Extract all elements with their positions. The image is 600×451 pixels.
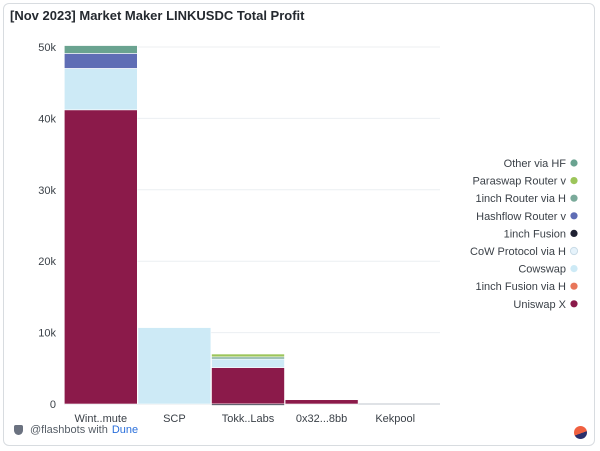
legend-swatch	[570, 300, 578, 308]
dune-logo-icon	[574, 426, 587, 439]
chart-title: [Nov 2023] Market Maker LINKUSDC Total P…	[10, 8, 305, 23]
y-tick-label: 50k	[38, 42, 56, 54]
bar-segment[interactable]	[64, 45, 138, 54]
bar-segment[interactable]	[211, 356, 285, 360]
y-tick-label: 20k	[38, 256, 56, 268]
legend-swatch	[570, 282, 578, 290]
bar-segment[interactable]	[211, 367, 285, 405]
flashbots-shield-icon	[14, 425, 23, 435]
legend-label[interactable]: CoW Protocol via H	[470, 246, 566, 258]
legend-swatch	[570, 212, 578, 220]
legend-swatch	[570, 159, 578, 167]
x-tick-label: Tokk..Labs	[222, 413, 275, 425]
legend-swatch	[570, 265, 578, 273]
y-tick-label: 30k	[38, 185, 56, 197]
bar-segment[interactable]	[64, 109, 138, 405]
legend-label[interactable]: 1inch Fusion via H	[476, 281, 567, 293]
legend-label[interactable]: 1inch Fusion	[504, 228, 566, 240]
x-tick-label: SCP	[163, 413, 186, 425]
legend-label[interactable]: Paraswap Router v	[472, 176, 566, 188]
legend-swatch	[570, 194, 578, 202]
legend-swatch	[569, 246, 579, 256]
legend-swatch	[570, 229, 578, 237]
legend-label[interactable]: 1inch Router via H	[476, 193, 567, 205]
legend-label[interactable]: Hashflow Router v	[476, 211, 566, 223]
x-tick-label: Wint..mute	[75, 413, 128, 425]
legend-label[interactable]: Other via HF	[504, 158, 567, 170]
y-tick-label: 40k	[38, 113, 56, 125]
bar-segment[interactable]	[284, 399, 359, 405]
y-tick-label: 10k	[38, 328, 56, 340]
bar-segment[interactable]	[64, 68, 138, 111]
footer-handle: @flashbots with	[30, 424, 108, 436]
legend-swatch	[570, 177, 578, 185]
footer-attribution: @flashbots with Dune	[14, 424, 138, 436]
x-tick-label: 0x32...8bb	[296, 413, 347, 425]
bar-segment[interactable]	[211, 358, 285, 368]
bar-segment[interactable]	[211, 403, 285, 406]
footer-brand-link[interactable]: Dune	[111, 424, 139, 436]
bar-segment[interactable]	[64, 53, 138, 69]
bar-segment[interactable]	[137, 327, 212, 405]
x-tick-label: Kekpool	[375, 413, 415, 425]
bar-segment[interactable]	[211, 353, 285, 358]
legend-label[interactable]: Uniswap X	[513, 299, 566, 311]
legend-label[interactable]: Cowswap	[518, 264, 566, 276]
y-tick-label: 0	[50, 399, 56, 411]
